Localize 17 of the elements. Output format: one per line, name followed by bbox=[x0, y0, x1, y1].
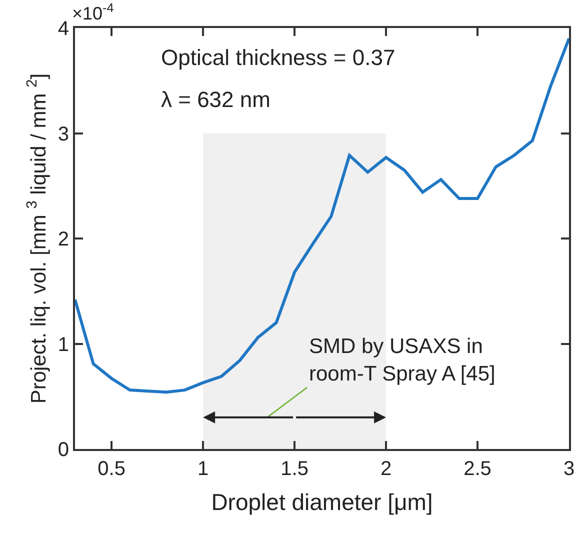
x-axis-title: Droplet diameter [μm] bbox=[211, 489, 433, 516]
y-tick-label: 3 bbox=[58, 123, 69, 146]
y-tick-label: 1 bbox=[58, 334, 69, 356]
x-tick-label: 2 bbox=[380, 458, 392, 480]
x-tick-label: 1.5 bbox=[280, 458, 308, 480]
x-tick-label: 1 bbox=[198, 458, 209, 480]
y-tick-label: 0 bbox=[58, 439, 69, 461]
x-tick-label: 2.5 bbox=[464, 458, 492, 480]
y-tick-label: 2 bbox=[58, 228, 69, 250]
text: ×10$^{-4}$ bbox=[72, 1, 114, 24]
annotation: λ = 632 nm bbox=[161, 87, 270, 112]
y-tick-label: 4 bbox=[58, 18, 69, 40]
annotation: SMD by USAXS in room-T Spray A [45] bbox=[309, 335, 496, 386]
x-tick-label: 3 bbox=[563, 458, 575, 480]
line-series bbox=[75, 37, 569, 394]
x-tick-label: 0.5 bbox=[98, 458, 126, 480]
annotation: Optical thickness = 0.37 bbox=[161, 45, 396, 70]
